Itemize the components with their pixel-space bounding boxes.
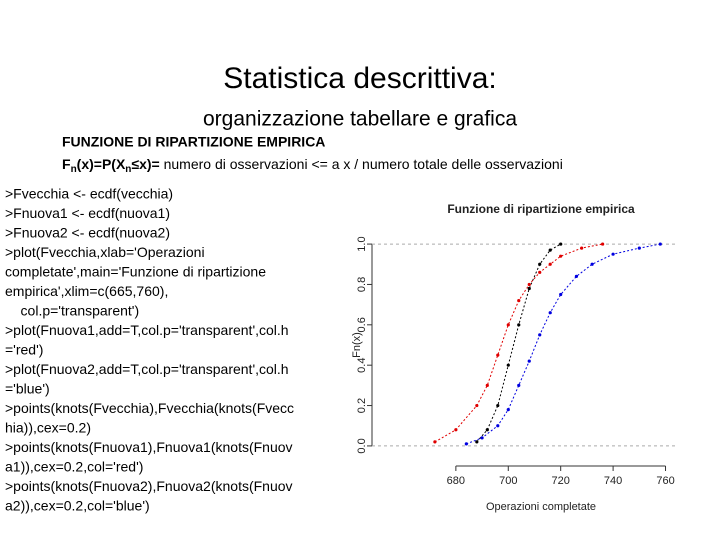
formula-part: ≤x)= <box>131 156 159 172</box>
code-line: a1)),cex=0.2,col='red') <box>5 459 143 475</box>
code-line: completate',main='Funzione di ripartizio… <box>5 264 266 280</box>
code-line: >plot(Fnuova1,add=T,col.p='transparent',… <box>5 322 289 338</box>
x-axis-label: Operazioni completate <box>486 501 596 513</box>
ecdf-point <box>454 428 458 432</box>
code-line: >Fnuova1 <- ecdf(nuova1) <box>5 205 170 221</box>
ecdf-point <box>527 286 531 291</box>
ecdf-point <box>538 333 542 337</box>
chart-title: Funzione di ripartizione empirica <box>447 202 635 216</box>
ecdf-point <box>580 246 584 250</box>
code-line: >points(knots(Fvecchia),Fvecchia(knots(F… <box>5 400 294 416</box>
code-line: ='red') <box>5 342 43 358</box>
ecdf-point <box>548 311 552 315</box>
ecdf-point <box>496 424 500 428</box>
ecdf-point <box>574 274 579 278</box>
ecdf-point <box>506 363 510 367</box>
y-tick-label: 0.4 <box>356 358 368 373</box>
code-line: empirica',xlim=c(665,760), <box>5 283 168 299</box>
code-block: >Fvecchia <- ecdf(vecchia) >Fnuova1 <- ec… <box>5 186 294 514</box>
formula-part: (x)=P(X <box>77 156 126 172</box>
code-line: a2)),cex=0.2,col='blue') <box>5 498 150 514</box>
slide-title: Statistica descrittiva: <box>223 62 496 95</box>
ecdf-point <box>548 248 552 252</box>
formula-text: numero di osservazioni <= a x / numero t… <box>160 156 563 172</box>
ecdf-point <box>496 403 500 408</box>
ecdf-point <box>611 252 615 256</box>
formula-sub: n <box>71 164 77 175</box>
chart: Funzione di ripartizione empirica Operazi… <box>351 202 676 513</box>
ecdf-line <box>434 243 603 443</box>
ecdf-point <box>637 246 641 250</box>
section-heading: FUNZIONE DI RIPARTIZIONE EMPIRICA <box>62 134 325 150</box>
x-tick-label: 700 <box>499 475 517 487</box>
y-tick-label: 0.0 <box>356 438 368 453</box>
y-axis-label: Fn(x) <box>351 332 363 358</box>
x-tick-label: 740 <box>604 475 622 487</box>
ecdf-point <box>527 359 531 363</box>
ecdf-line <box>466 243 661 445</box>
ecdf-point <box>538 270 542 274</box>
y-tick-label: 0.6 <box>356 317 368 332</box>
code-line: >plot(Fvecchia,xlab='Operazioni <box>5 244 205 260</box>
y-tick-label: 1.0 <box>356 236 368 251</box>
ecdf-point <box>480 436 484 440</box>
ecdf-point <box>475 403 479 408</box>
ecdf-point <box>548 262 552 266</box>
slide-subtitle: organizzazione tabellare e grafica <box>203 108 517 131</box>
ecdf-point <box>590 262 594 266</box>
ecdf-point <box>559 292 563 297</box>
ecdf-point <box>506 323 510 327</box>
ecdf-point <box>527 282 531 287</box>
ecdf-point <box>601 242 605 246</box>
code-line: ='blue') <box>5 381 50 397</box>
ecdf-point <box>517 298 521 303</box>
x-tick-label: 760 <box>656 475 674 487</box>
ecdf-point <box>538 262 542 266</box>
x-tick-label: 680 <box>447 475 465 487</box>
y-tick-label: 0.8 <box>356 277 368 292</box>
ecdf-point <box>559 254 563 258</box>
ecdf-point <box>496 353 500 357</box>
ecdf-point <box>485 383 489 387</box>
x-tick-label: 720 <box>552 475 570 487</box>
ecdf-point <box>517 323 521 327</box>
ecdf-point <box>517 383 521 387</box>
code-line: hia)),cex=0.2) <box>5 420 91 436</box>
ecdf-point <box>464 442 468 446</box>
code-line: >Fnuova2 <- ecdf(nuova2) <box>5 225 170 241</box>
formula: Fn(x)=P(Xn≤x)= numero di osservazioni <=… <box>62 156 563 175</box>
ecdf-point <box>506 407 510 412</box>
ecdf-point <box>485 428 489 432</box>
formula-part: F <box>62 156 71 172</box>
ecdf-point <box>433 440 437 444</box>
ecdf-point <box>475 440 479 444</box>
code-line: >points(knots(Fnuova2),Fnuova2(knots(Fnu… <box>5 478 293 494</box>
code-line: >Fvecchia <- ecdf(vecchia) <box>5 186 173 202</box>
ecdf-line <box>476 243 561 443</box>
code-line: >points(knots(Fnuova1),Fnuova1(knots(Fnu… <box>5 439 293 455</box>
code-line: col.p='transparent') <box>5 303 139 319</box>
code-line: >plot(Fnuova2,add=T,col.p='transparent',… <box>5 361 289 377</box>
ecdf-point <box>658 242 662 246</box>
ecdf-point <box>559 242 563 246</box>
y-tick-label: 0.2 <box>356 398 368 413</box>
formula-sub: n <box>125 164 131 175</box>
